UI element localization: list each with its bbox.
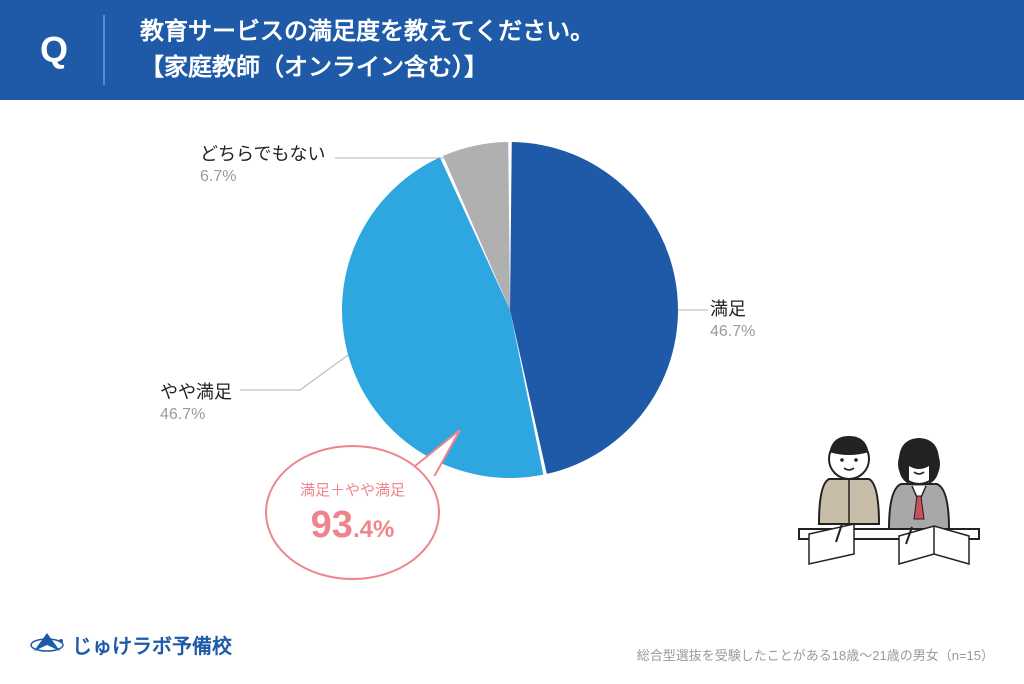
question-text: 教育サービスの満足度を教えてください。 【家庭教師（オンライン含む）】	[105, 14, 594, 86]
callout-label: 満足＋やや満足	[300, 479, 405, 500]
illustration-tutor-student	[794, 424, 984, 584]
header: Q 教育サービスの満足度を教えてください。 【家庭教師（オンライン含む）】	[0, 0, 1024, 100]
label-satisfied: 満足 46.7%	[710, 295, 755, 341]
logo-text: じゅけラボ予備校	[72, 630, 232, 659]
logo-icon	[30, 629, 64, 659]
pie-slice-satisfied	[510, 142, 678, 474]
callout-bubble: 満足＋やや満足 93.4%	[265, 445, 440, 580]
label-satisfied-pct: 46.7%	[710, 323, 755, 341]
callout-big: 93	[311, 504, 353, 546]
label-somewhat-pct: 46.7%	[160, 406, 232, 424]
logo: じゅけラボ予備校	[30, 629, 232, 659]
callout-value: 93.4%	[311, 504, 395, 547]
callout-small: .4%	[353, 516, 394, 543]
label-satisfied-name: 満足	[710, 295, 755, 321]
footnote: 総合型選抜を受験したことがある18歳～21歳の男女（n=15）	[637, 645, 994, 664]
label-somewhat-name: やや満足	[160, 378, 232, 404]
label-neutral-name: どちらでもない	[200, 140, 325, 166]
label-somewhat: やや満足 46.7%	[160, 378, 232, 424]
question-mark: Q	[40, 15, 105, 85]
question-line1: 教育サービスの満足度を教えてください。	[140, 14, 594, 50]
chart-area: 満足 46.7% やや満足 46.7% どちらでもない 6.7% 満足＋やや満足…	[0, 100, 1024, 684]
label-neutral: どちらでもない 6.7%	[200, 140, 325, 186]
label-neutral-pct: 6.7%	[200, 168, 325, 186]
pie-chart	[340, 140, 680, 480]
question-line2: 【家庭教師（オンライン含む）】	[140, 50, 594, 86]
